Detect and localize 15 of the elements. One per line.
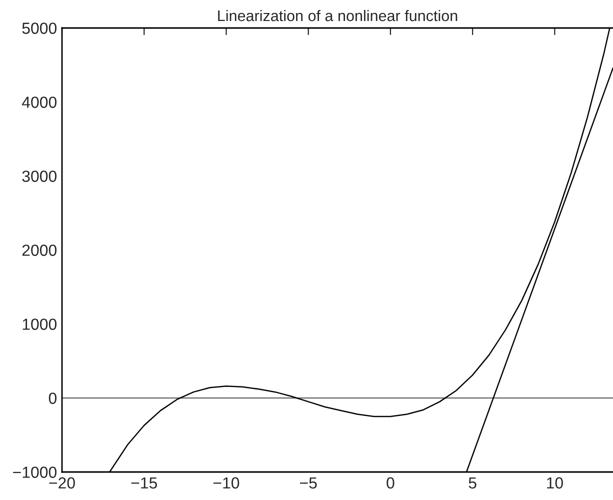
chart-title: Linearization of a nonlinear function [218, 10, 458, 22]
y-tick-label: 1000 [22, 318, 57, 330]
x-tick-label: −20 [49, 477, 75, 489]
x-tick-label: −5 [300, 477, 317, 489]
y-tick-label: 5000 [22, 22, 57, 34]
x-tick-label: 10 [547, 477, 563, 489]
x-tick-label: −10 [213, 477, 240, 489]
y-tick-label: 2000 [22, 244, 57, 256]
y-tick-label: 4000 [22, 96, 57, 108]
x-tick-label: −15 [131, 477, 157, 489]
y-tick-label: 0 [48, 392, 57, 404]
x-tick-label: 0 [386, 477, 394, 489]
y-tick-label: −1000 [13, 466, 57, 478]
y-tick-label: 3000 [22, 170, 57, 182]
x-tick-label: 5 [468, 477, 476, 489]
